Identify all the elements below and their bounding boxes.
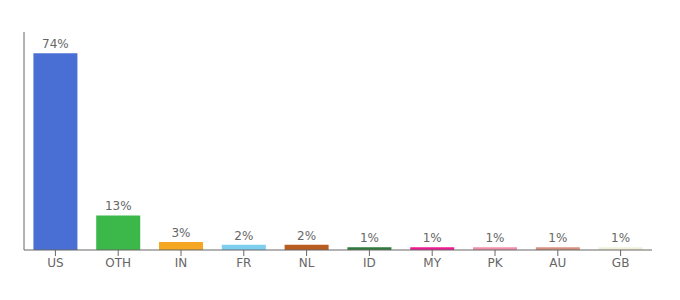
- svg-text:FR: FR: [236, 256, 251, 270]
- svg-text:PK: PK: [487, 256, 503, 270]
- svg-text:2%: 2%: [234, 229, 253, 243]
- svg-text:GB: GB: [612, 256, 630, 270]
- svg-text:1%: 1%: [611, 231, 630, 245]
- svg-text:74%: 74%: [42, 37, 69, 51]
- svg-text:MY: MY: [423, 256, 441, 270]
- svg-text:1%: 1%: [485, 231, 504, 245]
- svg-text:1%: 1%: [423, 231, 442, 245]
- svg-text:US: US: [47, 256, 63, 270]
- svg-text:ID: ID: [363, 256, 376, 270]
- svg-text:3%: 3%: [171, 226, 190, 240]
- svg-text:AU: AU: [549, 256, 566, 270]
- svg-text:NL: NL: [299, 256, 315, 270]
- svg-text:1%: 1%: [360, 231, 379, 245]
- svg-text:IN: IN: [175, 256, 188, 270]
- svg-text:13%: 13%: [105, 199, 132, 213]
- svg-text:1%: 1%: [548, 231, 567, 245]
- svg-text:2%: 2%: [297, 229, 316, 243]
- svg-text:OTH: OTH: [105, 256, 131, 270]
